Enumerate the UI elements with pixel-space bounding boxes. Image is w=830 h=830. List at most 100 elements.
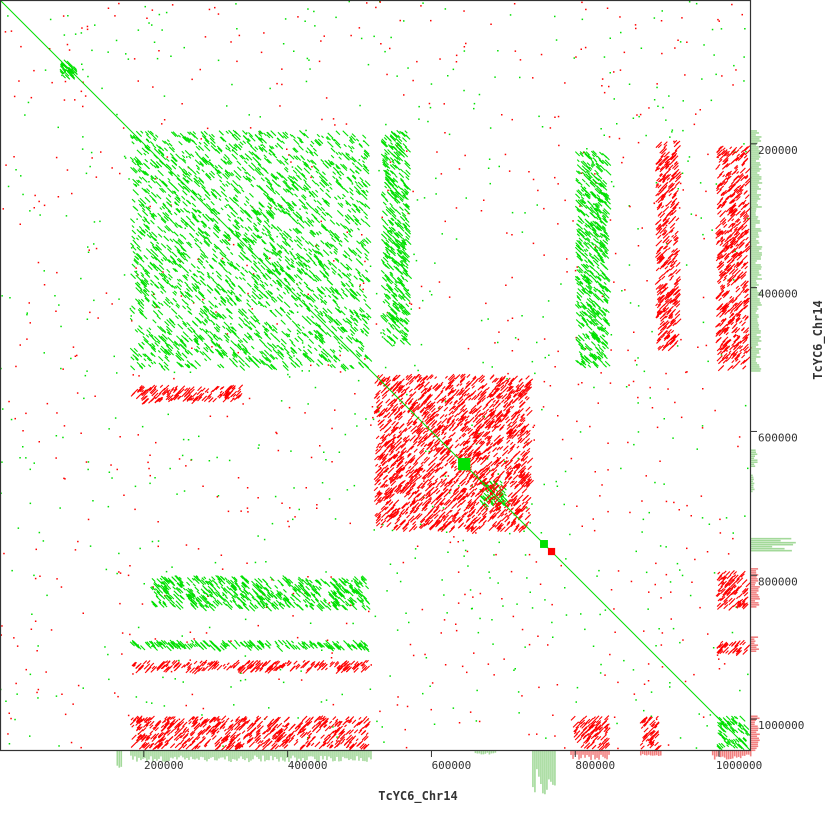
alignment-segment [225,147,228,150]
alignment-segment [217,364,221,369]
alignment-segment [316,232,320,236]
alignment-segment [158,362,164,368]
alignment-dot [127,714,130,717]
alignment-dot [260,144,262,146]
alignment-dot [430,83,433,85]
alignment-dot [676,345,679,347]
alignment-segment [592,226,596,231]
alignment-segment [271,296,278,302]
alignment-segment [580,263,586,269]
alignment-dot [564,82,566,84]
alignment-segment [351,157,356,163]
alignment-segment [602,313,607,317]
alignment-dot [66,43,69,46]
alignment-dot [26,313,28,316]
alignment-segment [351,156,358,163]
alignment-segment [138,325,143,330]
alignment-segment [357,346,364,353]
alignment-segment [149,262,154,267]
alignment-segment [353,203,358,208]
alignment-segment [279,134,285,139]
alignment-dot [319,445,321,447]
alignment-segment [307,331,312,336]
alignment-dot [386,73,388,76]
alignment-segment [271,604,277,610]
alignment-dot [338,451,341,453]
alignment-dot [491,619,493,621]
alignment-dot [413,253,415,256]
alignment-dot [488,571,490,573]
alignment-dot [458,722,461,724]
alignment-dot [643,370,646,373]
alignment-segment [333,138,341,146]
alignment-segment [216,585,221,589]
alignment-dot [115,39,118,42]
alignment-segment [140,362,146,368]
alignment-segment [303,179,307,183]
alignment-segment [297,222,305,229]
alignment-dot [186,156,188,158]
alignment-segment [585,333,590,338]
alignment-dot [718,668,721,670]
alignment-segment [335,583,342,590]
alignment-segment [594,318,601,324]
alignment-segment [194,586,200,592]
alignment-segment [191,592,196,598]
alignment-dot [84,374,87,377]
alignment-dot [408,621,410,624]
alignment-dot [452,707,455,709]
alignment-segment [167,641,174,648]
alignment-segment [161,205,166,210]
alignment-segment [723,732,728,738]
alignment-segment [197,290,205,297]
alignment-segment [592,307,600,315]
alignment-dot [429,685,431,687]
alignment-segment [228,171,233,177]
alignment-segment [333,605,339,611]
alignment-segment [347,145,353,150]
alignment-dot [170,670,173,673]
alignment-segment [150,352,154,356]
alignment-segment [271,262,277,268]
alignment-segment [595,207,602,214]
alignment-dot [149,205,151,208]
alignment-dot [376,720,378,723]
alignment-dot [689,594,692,597]
alignment-segment [732,745,736,749]
alignment-segment [132,178,136,183]
alignment-segment [295,253,301,259]
alignment-dot [244,655,247,657]
alignment-segment [260,264,266,271]
alignment-dot [505,284,507,286]
alignment-dot [116,468,118,471]
alignment-segment [235,171,242,179]
alignment-segment [243,591,248,596]
alignment-dot [359,284,361,286]
alignment-segment [232,591,238,597]
alignment-segment [287,212,291,216]
alignment-dot [705,190,707,193]
alignment-segment [346,578,349,582]
alignment-segment [309,295,316,302]
alignment-segment [63,59,69,64]
alignment-segment [719,730,723,734]
alignment-dot [531,503,533,505]
alignment-segment [306,216,313,224]
alignment-dot [230,292,233,294]
alignment-segment [287,283,291,287]
alignment-segment [163,276,167,280]
alignment-dot [151,645,153,648]
alignment-dot [449,429,451,431]
alignment-segment [347,209,352,213]
alignment-segment [199,595,205,601]
alignment-segment [337,202,343,208]
alignment-segment [211,603,217,609]
alignment-segment [346,176,353,184]
alignment-dot [93,299,95,302]
alignment-segment [315,585,321,591]
alignment-segment [62,67,67,72]
alignment-dot [682,129,684,132]
alignment-segment [206,271,210,275]
alignment-segment [198,145,205,152]
alignment-segment [320,313,324,317]
